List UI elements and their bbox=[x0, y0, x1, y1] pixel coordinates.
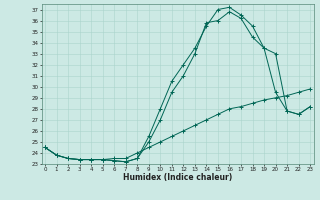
X-axis label: Humidex (Indice chaleur): Humidex (Indice chaleur) bbox=[123, 173, 232, 182]
